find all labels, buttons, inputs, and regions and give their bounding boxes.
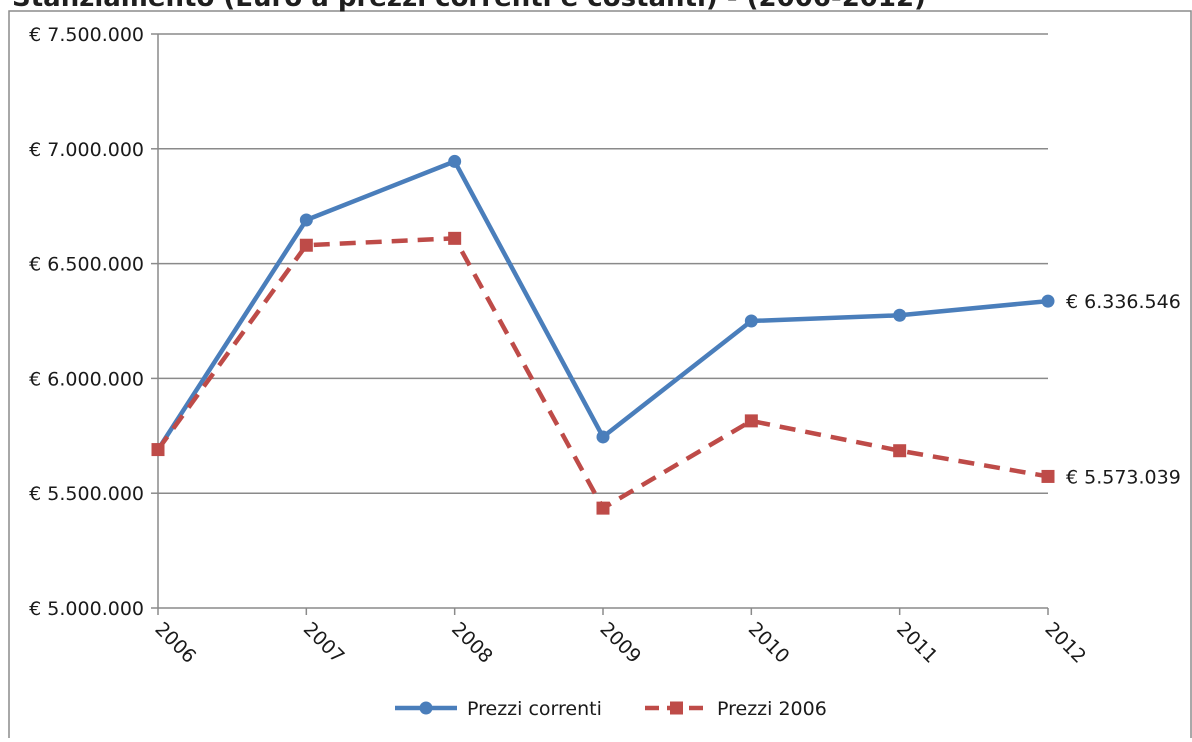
gridlines bbox=[158, 33, 1048, 494]
data-point bbox=[893, 444, 907, 458]
y-tick-label: € 7.000.000 bbox=[29, 139, 144, 161]
legend-label: Prezzi 2006 bbox=[717, 698, 827, 720]
data-point bbox=[448, 231, 462, 245]
data-point bbox=[299, 238, 313, 252]
end-value-label: € 5.573.039 bbox=[1066, 466, 1181, 488]
data-point bbox=[299, 213, 313, 227]
y-tick-label: € 6.000.000 bbox=[29, 368, 144, 390]
data-point bbox=[744, 314, 758, 328]
data-point bbox=[1041, 469, 1055, 483]
data-point bbox=[596, 501, 610, 515]
labels-layer: € 6.336.546 € 5.573.039 bbox=[1066, 291, 1181, 488]
legend-marker bbox=[670, 701, 683, 715]
data-point bbox=[151, 443, 165, 457]
y-tick-label: € 6.500.000 bbox=[29, 254, 144, 276]
series-layer bbox=[151, 154, 1055, 515]
data-point bbox=[596, 430, 610, 444]
chart-border bbox=[8, 10, 1192, 742]
legend: Prezzi correnti Prezzi 2006 bbox=[395, 698, 827, 720]
end-value-label: € 6.336.546 bbox=[1066, 291, 1181, 313]
legend-label: Prezzi correnti bbox=[467, 698, 602, 720]
data-point bbox=[744, 414, 758, 428]
y-tick-label: € 5.500.000 bbox=[29, 483, 144, 505]
y-tick-label: € 5.000.000 bbox=[29, 598, 144, 620]
legend-marker bbox=[419, 701, 433, 715]
data-point bbox=[448, 154, 462, 168]
chart-title: Stanziamento (Euro a prezzi correnti e c… bbox=[12, 0, 926, 13]
y-tick-label: € 7.500.000 bbox=[29, 24, 144, 46]
data-point bbox=[893, 308, 907, 322]
data-point bbox=[1041, 294, 1055, 308]
